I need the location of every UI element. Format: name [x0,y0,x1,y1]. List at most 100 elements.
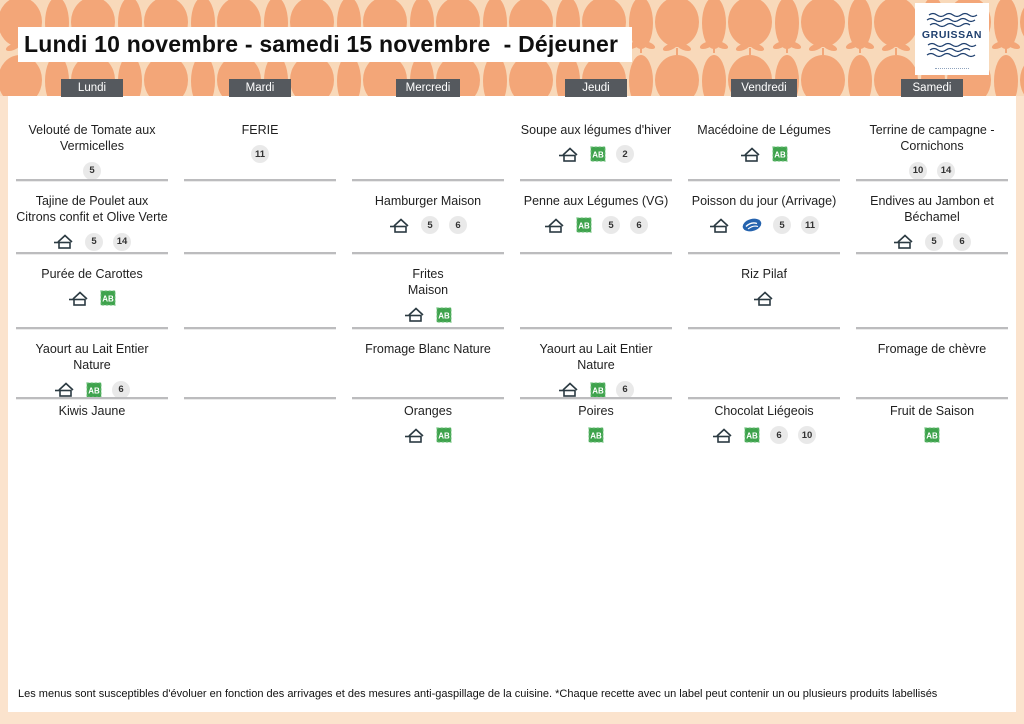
dish-marks: 5 6 [344,216,512,235]
menu-cell: Riz Pilaf [680,254,848,329]
dish-name: Hamburger Maison [374,194,482,208]
allergen-badge: 5 [83,161,101,180]
menu-cell: Fruit de Saison [848,391,1016,455]
menu-row-accompagnement: Purée de Carottes Frites Maison Riz Pila… [8,254,1016,329]
allergen-badge: 14 [937,161,955,180]
dish-name: Macédoine de Légumes [697,123,831,137]
dish-marks [512,426,680,444]
menu-cell: Soupe aux légumes d'hiver 2 [512,96,680,181]
allergen-badge: 6 [449,216,467,235]
menu-cell: Kiwis Jaune [8,391,176,455]
menu-grid: Velouté de Tomate aux Vermicelles 5 FERI… [8,96,1016,455]
menu-cell: Velouté de Tomate aux Vermicelles 5 [8,96,176,181]
fait-maison-icon [544,218,564,233]
dish-name: Endives au Jambon et Béchamel [870,194,994,225]
dish-name: Fromage Blanc Nature [365,342,491,356]
allergen-badge: 5 [773,216,791,235]
menu-cell: Purée de Carottes [8,254,176,329]
allergen-badge: 14 [113,232,131,251]
menu-cell: Yaourt au Lait Entier Nature 6 [8,329,176,399]
dish-name: Riz Pilaf [741,267,787,281]
menu-cell-empty [176,254,344,329]
bio-ab-icon [772,146,788,162]
menu-cell: Chocolat Liégeois 6 10 [680,391,848,455]
allergen-badge: 11 [251,145,269,164]
menu-cell: Fromage de chèvre [848,329,1016,399]
svg-text:GRUISSAN: GRUISSAN [922,29,982,41]
menu-cell-empty [176,181,344,254]
dish-marks: 11 [176,145,344,164]
menu-cell: Endives au Jambon et Béchamel 5 6 [848,181,1016,254]
dish-name: Yaourt au Lait Entier Nature [35,342,149,373]
dish-name: Fruit de Saison [889,404,975,418]
allergen-badge: 6 [112,380,130,399]
dish-marks [848,426,1016,444]
dish-marks [680,289,848,307]
menu-cell: Frites Maison [344,254,512,329]
menu-cell: Macédoine de Légumes [680,96,848,181]
day-badge-jeudi: Jeudi [565,79,627,97]
dish-name: Poires [578,404,614,418]
allergen-badge: 10 [909,161,927,180]
day-badge-samedi: Samedi [901,79,963,97]
dish-name: Purée de Carottes [41,267,143,281]
allergen-badge: 10 [798,426,816,445]
bio-ab-icon [924,427,940,443]
dish-marks [344,426,512,444]
dish-marks [680,145,848,163]
day-badge-mercredi: Mercredi [395,79,461,97]
gruissan-logo-icon: GRUISSAN [922,12,982,57]
fait-maison-icon [558,147,578,162]
bio-ab-icon [744,427,760,443]
dish-marks [344,306,512,324]
menu-cell: Terrine de campagne - Cornichons 10 14 [848,96,1016,181]
menu-cell: Hamburger Maison 5 6 [344,181,512,254]
menu-row-entree: Velouté de Tomate aux Vermicelles 5 FERI… [8,96,1016,181]
menu-cell-empty [680,329,848,399]
dish-name: Frites Maison [407,267,449,298]
menu-cell-empty [848,254,1016,329]
allergen-badge: 5 [421,216,439,235]
menu-sheet [8,96,1016,712]
dish-name: Fromage de chèvre [877,342,987,356]
bio-ab-icon [436,306,452,323]
fait-maison-icon [404,428,424,443]
poisson-frais-icon [741,217,763,234]
bio-ab-icon [588,427,604,443]
menu-row-plat: Tajine de Poulet aux Citrons confit et O… [8,181,1016,254]
menu-cell-empty [512,254,680,329]
dish-marks: 5 6 [512,216,680,235]
dish-marks: 5 [8,161,176,180]
menu-cell: Fromage Blanc Nature [344,329,512,399]
gruissan-logo: GRUISSAN [915,3,989,75]
fait-maison-icon [740,147,760,162]
dish-marks: 10 14 [848,161,1016,180]
menu-cell: Tajine de Poulet aux Citrons confit et O… [8,181,176,254]
dish-name: Soupe aux légumes d'hiver [520,123,672,137]
bio-ab-icon [100,290,116,306]
day-badge-mardi: Mardi [229,79,291,97]
dish-name: FERIE [241,123,279,137]
dish-name: Terrine de campagne - Cornichons [869,123,995,154]
allergen-badge: 2 [616,145,634,164]
menu-row-dessert: Kiwis Jaune Oranges Poires Chocolat Liég… [8,391,1016,455]
footer-disclaimer: Les menus sont susceptibles d'évoluer en… [18,688,938,700]
dish-marks: 5 6 [848,232,1016,251]
allergen-badge: 5 [925,232,943,251]
fait-maison-icon [53,234,73,249]
dish-name: Yaourt au Lait Entier Nature [539,342,653,373]
day-badge-vendredi: Vendredi [731,79,797,97]
menu-cell-empty [344,96,512,181]
title-strip: Lundi 10 novembre - samedi 15 novembre -… [18,27,633,62]
allergen-badge: 5 [602,216,620,235]
menu-cell: Yaourt au Lait Entier Nature 6 [512,329,680,399]
dish-marks: 6 [8,380,176,399]
dish-marks: 6 10 [680,426,848,445]
bio-ab-icon [436,427,452,443]
allergen-badge: 11 [801,216,819,235]
dish-marks [8,289,176,307]
dish-name: Poisson du jour (Arrivage) [691,194,837,208]
dish-marks: 2 [512,145,680,164]
fait-maison-icon [709,218,729,233]
